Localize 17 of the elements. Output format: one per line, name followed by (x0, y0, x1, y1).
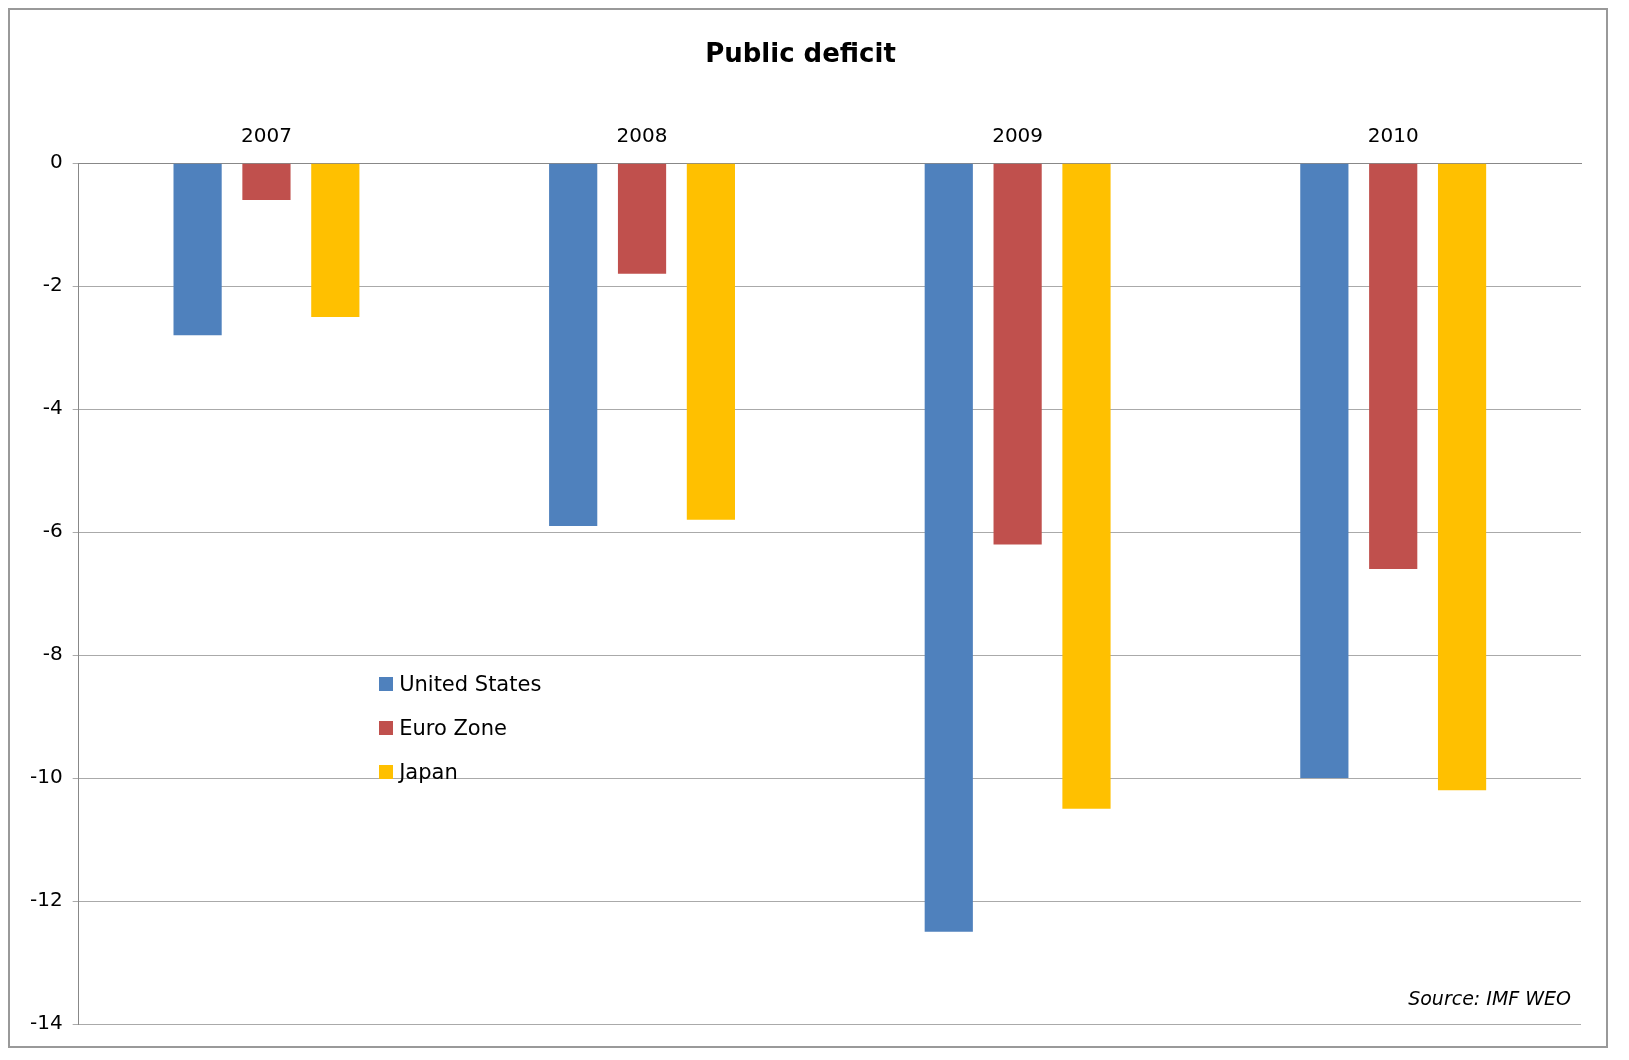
y-tick-label: -10 (29, 764, 63, 789)
annotation: Source: IMF WEO (1408, 987, 1572, 1010)
y-tick-label: -6 (42, 518, 63, 543)
y-tick-label: -14 (29, 1010, 63, 1035)
x-tick-label: 2007 (241, 123, 292, 148)
y-tick-label: -2 (42, 272, 63, 297)
x-tick-label: 2009 (992, 123, 1044, 148)
x-tick-label: 2010 (1367, 123, 1419, 148)
y-tick-label: -12 (29, 887, 63, 912)
y-tick-label: 0 (49, 149, 63, 174)
legend-label: United States (399, 672, 542, 697)
x-tick-label: 2008 (616, 123, 668, 148)
chart-title: Public deficit (705, 38, 896, 69)
y-tick-label: -8 (42, 641, 63, 666)
y-tick-label: -4 (42, 395, 63, 420)
legend-label: Euro Zone (399, 716, 507, 741)
legend-label: Japan (399, 760, 458, 785)
